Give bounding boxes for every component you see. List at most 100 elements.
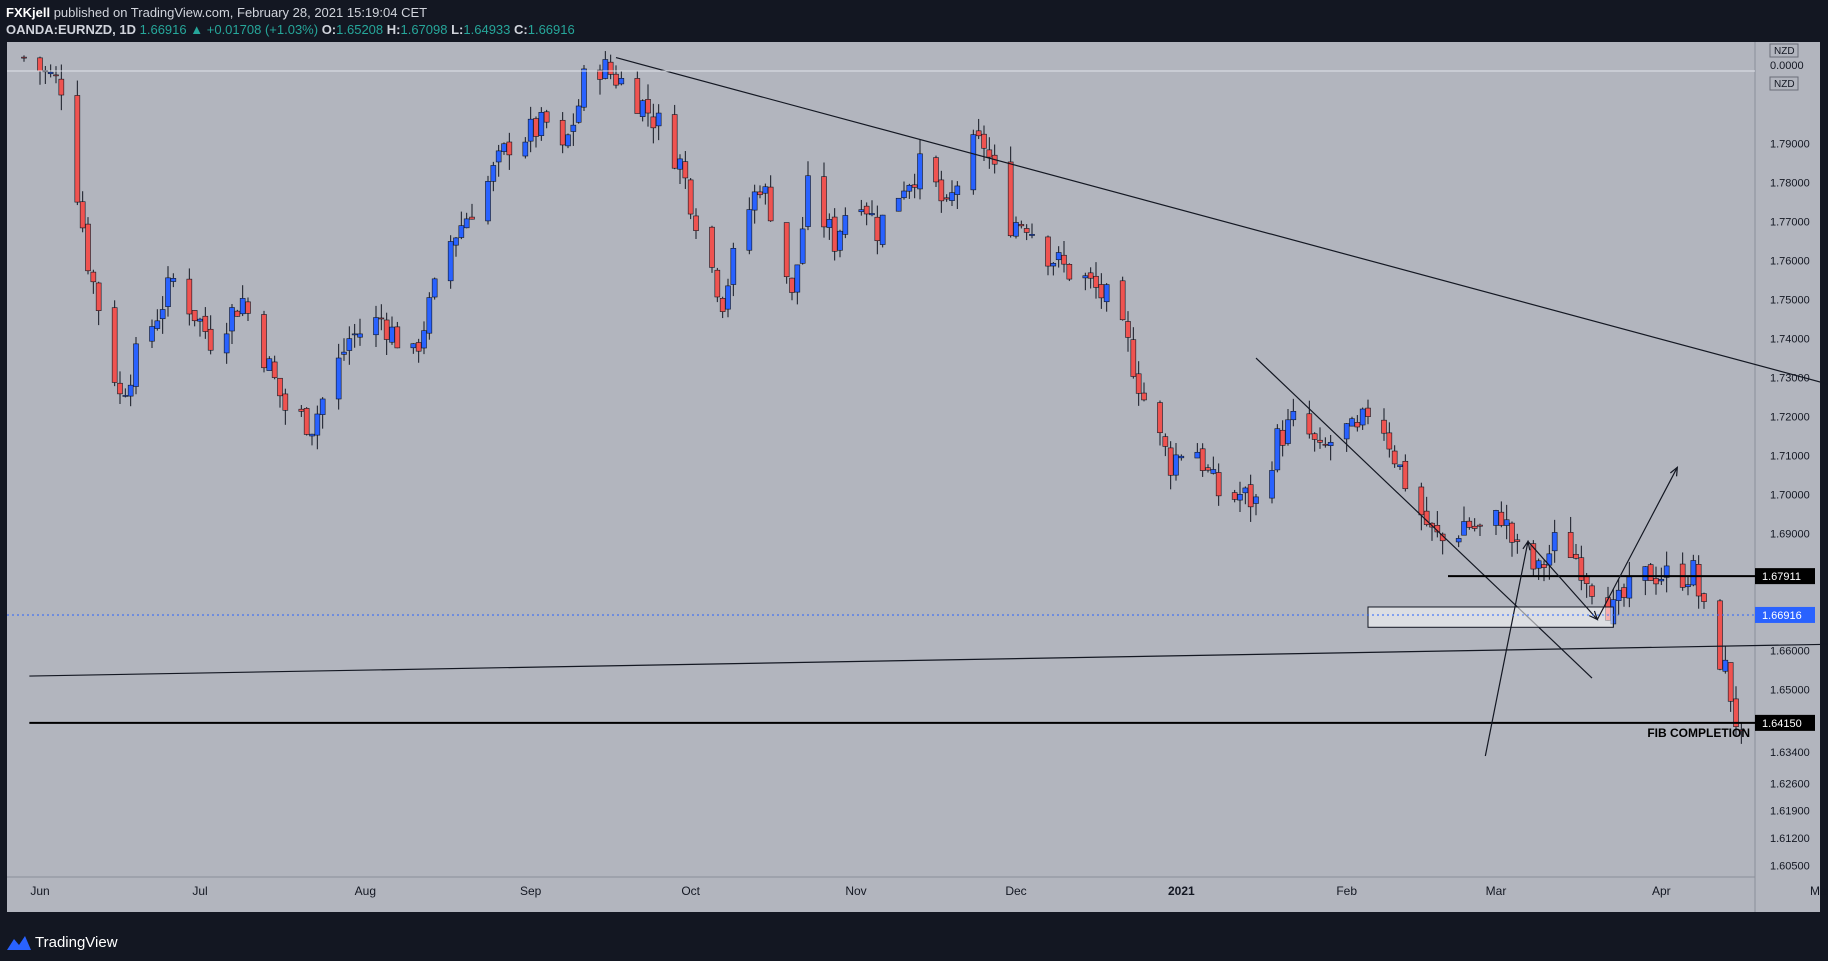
currency-label: NZD: [1774, 79, 1795, 90]
bearish-candle: [1231, 492, 1238, 500]
bearish-candle: [21, 56, 27, 59]
bearish-candle: [767, 186, 774, 222]
bearish-candle: [1141, 392, 1147, 401]
price-chart[interactable]: FIB COMPLETION 1.79000 1.78000 1.77000 1.76…: [0, 42, 1828, 926]
bullish-candle: [917, 153, 923, 190]
close-label: C:: [514, 22, 528, 37]
bearish-candle: [1157, 402, 1163, 434]
bullish-candle: [1103, 284, 1110, 303]
bearish-candle: [757, 191, 763, 196]
bearish-candle: [1567, 532, 1574, 558]
bearish-candle: [234, 310, 241, 317]
bullish-candle: [1535, 560, 1542, 569]
bearish-candle: [298, 408, 305, 412]
tradingview-brand[interactable]: TradingView: [35, 934, 118, 951]
bearish-candle: [378, 317, 385, 320]
price-tick-label: 1.60500: [1770, 860, 1810, 872]
bearish-candle: [1119, 280, 1126, 321]
bearish-candle: [682, 161, 689, 179]
bearish-candle: [271, 361, 278, 378]
high-value: 1.67098: [400, 22, 448, 37]
bullish-candle: [1455, 538, 1462, 543]
bearish-candle: [1125, 321, 1131, 338]
chart-pane[interactable]: [7, 42, 1755, 912]
publish-info: published on TradingView.com, February 2…: [50, 5, 428, 20]
price-change: +0.01708 (+1.03%): [206, 22, 319, 37]
bearish-candle: [687, 179, 694, 215]
bearish-candle: [74, 95, 81, 203]
bullish-candle: [266, 358, 273, 371]
bullish-candle: [1722, 659, 1729, 672]
tradingview-logo-icon[interactable]: [6, 933, 32, 953]
bullish-candle: [639, 100, 646, 117]
bullish-candle: [229, 307, 235, 332]
bullish-candle: [389, 326, 395, 343]
bullish-candle: [170, 278, 177, 282]
bullish-candle: [1178, 455, 1185, 459]
bearish-candle: [506, 141, 513, 156]
arrow-head: [1522, 539, 1531, 551]
bearish-candle: [1087, 272, 1094, 279]
bearish-candle: [1647, 564, 1654, 581]
bullish-candle: [223, 333, 230, 354]
price-tick-label: 1.61900: [1770, 806, 1810, 818]
bearish-candle: [1738, 729, 1745, 732]
bullish-candle: [1690, 560, 1697, 586]
bearish-candle: [1018, 224, 1025, 227]
bearish-candle: [1279, 429, 1286, 446]
ohlc-line: OANDA:EURNZD, 1D 1.66916 ▲ +0.01708 (+1.…: [6, 22, 575, 37]
bearish-candle: [261, 314, 267, 369]
bearish-candle: [783, 222, 790, 278]
bearish-candle: [543, 111, 550, 123]
bearish-candle: [1386, 432, 1393, 450]
low-label: L:: [451, 22, 464, 37]
bullish-candle: [501, 143, 507, 152]
bearish-candle: [1391, 450, 1398, 465]
bearish-candle: [1717, 600, 1723, 670]
bullish-candle: [1029, 233, 1035, 236]
bullish-candle: [1359, 408, 1366, 426]
bullish-candle: [522, 141, 529, 157]
bearish-candle: [394, 326, 401, 349]
bearish-candle: [986, 149, 993, 158]
bullish-candle: [842, 215, 849, 235]
bullish-candle: [901, 190, 907, 199]
bullish-candle: [165, 277, 171, 307]
bullish-candle: [1493, 510, 1499, 526]
bearish-candle: [933, 157, 939, 183]
bearish-candle: [207, 328, 214, 351]
bullish-candle: [453, 237, 459, 246]
bullish-candle: [463, 218, 470, 229]
bearish-candle: [1471, 525, 1478, 529]
currency-label: NZD: [1774, 46, 1795, 57]
bullish-candle: [133, 343, 139, 387]
time-tick-label: Mar: [1486, 884, 1507, 898]
bullish-candle: [1242, 487, 1249, 494]
bearish-candle: [469, 216, 475, 220]
bullish-candle: [906, 184, 913, 192]
bearish-candle: [831, 216, 838, 252]
bullish-candle: [1285, 419, 1291, 444]
arrow-head: [1669, 465, 1679, 477]
bearish-candle: [981, 133, 987, 149]
bearish-candle: [1247, 484, 1254, 508]
price-scale[interactable]: [1755, 42, 1820, 912]
price-tick-label: 1.74000: [1770, 334, 1810, 346]
bearish-candle: [58, 78, 65, 96]
publisher-name[interactable]: FXKjell: [6, 5, 51, 20]
bearish-candle: [1135, 373, 1142, 394]
arrow-head: [1588, 610, 1599, 621]
bearish-candle: [282, 393, 289, 411]
bearish-candle: [874, 216, 881, 242]
bearish-candle: [1365, 407, 1371, 417]
bearish-candle: [1573, 553, 1579, 559]
bearish-candle: [1514, 539, 1521, 542]
bullish-candle: [1253, 496, 1259, 504]
scale-zero-label: 0.0000: [1770, 60, 1804, 72]
bearish-candle: [1306, 413, 1313, 435]
bearish-candle: [1066, 264, 1073, 280]
price-label-text: 1.66916: [1762, 610, 1802, 622]
bearish-candle: [863, 205, 870, 215]
bearish-candle: [645, 99, 651, 114]
price-tick-label: 1.73000: [1770, 373, 1810, 385]
